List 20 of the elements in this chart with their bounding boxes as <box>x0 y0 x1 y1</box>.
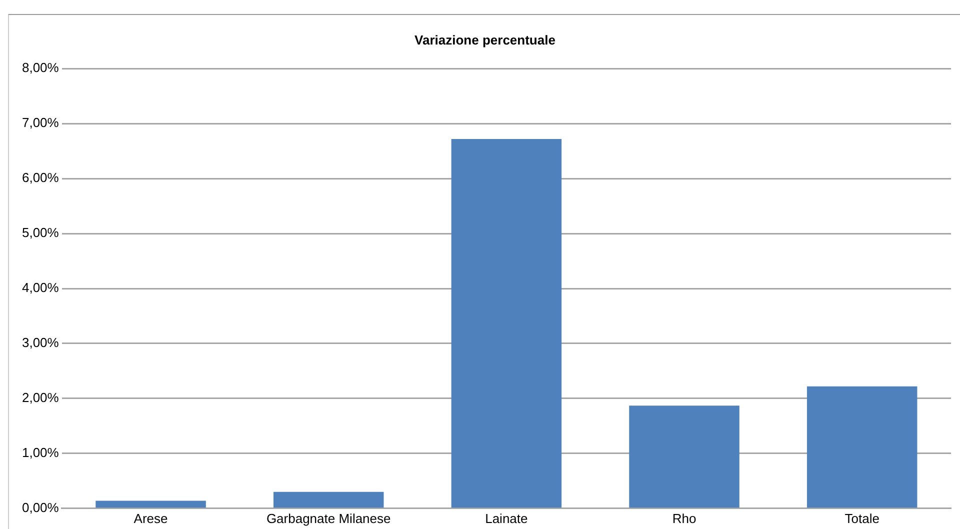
y-tick-label: 5,00% <box>22 225 60 240</box>
y-tick-label: 0,00% <box>22 500 60 515</box>
bar <box>96 500 206 508</box>
y-tick-label: 3,00% <box>22 335 60 350</box>
bar <box>629 406 740 508</box>
y-tick-label: 7,00% <box>22 115 60 130</box>
y-tick-label: 8,00% <box>22 60 60 76</box>
bar <box>451 138 562 508</box>
x-tick-label: Garbagnate Milanese <box>266 510 391 526</box>
x-tick-label: Totale <box>844 510 880 526</box>
y-tick-label: 4,00% <box>22 280 60 296</box>
y-tick-label: 1,00% <box>22 445 60 460</box>
x-tick-label: Arese <box>134 510 168 526</box>
x-tick-label: Rho <box>672 510 696 526</box>
bar <box>806 386 918 508</box>
bar <box>273 492 384 508</box>
y-tick-label: 6,00% <box>22 170 60 186</box>
x-tick-label: Lainate <box>485 510 528 526</box>
chart-title: Variazione percentuale <box>414 32 556 48</box>
y-tick-label: 2,00% <box>22 390 60 406</box>
